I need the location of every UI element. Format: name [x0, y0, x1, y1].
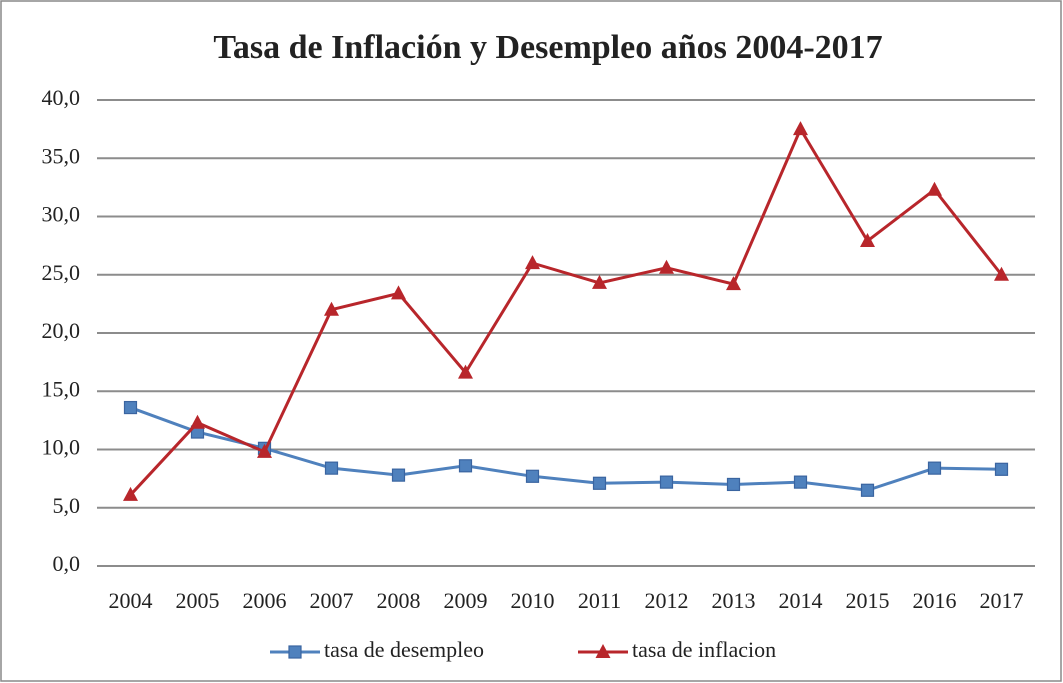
- x-tick-label: 2004: [109, 588, 153, 613]
- x-tick-label: 2016: [913, 588, 957, 613]
- y-tick-label: 5,0: [53, 493, 81, 518]
- marker: [391, 285, 406, 300]
- marker: [123, 486, 138, 501]
- y-tick-label: 30,0: [42, 202, 81, 227]
- marker: [994, 462, 1009, 476]
- marker: [659, 259, 674, 274]
- marker: [391, 468, 406, 482]
- marker: [927, 181, 942, 196]
- x-tick-label: 2008: [377, 588, 421, 613]
- marker: [860, 483, 875, 497]
- x-tick-label: 2005: [176, 588, 220, 613]
- y-tick-label: 10,0: [42, 435, 81, 460]
- x-tick-label: 2009: [444, 588, 488, 613]
- marker: [324, 461, 339, 475]
- x-tick-label: 2006: [243, 588, 287, 613]
- chart-title: Tasa de Inflación y Desempleo años 2004-…: [213, 29, 882, 66]
- x-tick-label: 2007: [310, 588, 354, 613]
- marker: [592, 476, 607, 490]
- marker: [525, 255, 540, 270]
- marker: [592, 274, 607, 289]
- legend-marker: [595, 644, 611, 658]
- series-line: [129, 406, 1002, 492]
- marker: [994, 266, 1009, 281]
- marker: [793, 475, 808, 489]
- marker: [324, 301, 339, 316]
- marker: [793, 121, 808, 136]
- y-tick-label: 20,0: [42, 318, 81, 343]
- marker: [458, 364, 473, 379]
- marker: [257, 443, 272, 458]
- x-tick-label: 2014: [779, 588, 823, 613]
- y-tick-label: 25,0: [42, 260, 81, 285]
- y-tick-label: 15,0: [42, 376, 81, 401]
- x-tick-label: 2017: [980, 588, 1024, 613]
- marker: [726, 276, 741, 291]
- legend-label: tasa de desempleo: [324, 637, 484, 662]
- marker: [123, 400, 138, 415]
- marker: [659, 475, 674, 489]
- marker: [860, 232, 875, 247]
- series-line: [129, 125, 1003, 496]
- x-tick-label: 2010: [511, 588, 555, 613]
- marker: [458, 459, 473, 473]
- legend-marker: [288, 645, 302, 659]
- legend-label: tasa de inflacion: [632, 637, 776, 662]
- y-tick-label: 0,0: [53, 551, 81, 576]
- marker: [525, 469, 540, 483]
- x-tick-label: 2015: [846, 588, 890, 613]
- x-tick-label: 2013: [712, 588, 756, 613]
- y-tick-label: 35,0: [42, 143, 81, 168]
- y-tick-label: 40,0: [42, 85, 81, 110]
- x-tick-label: 2011: [578, 588, 621, 613]
- marker: [726, 477, 741, 492]
- x-tick-label: 2012: [645, 588, 689, 613]
- marker: [190, 414, 205, 429]
- marker: [927, 461, 942, 475]
